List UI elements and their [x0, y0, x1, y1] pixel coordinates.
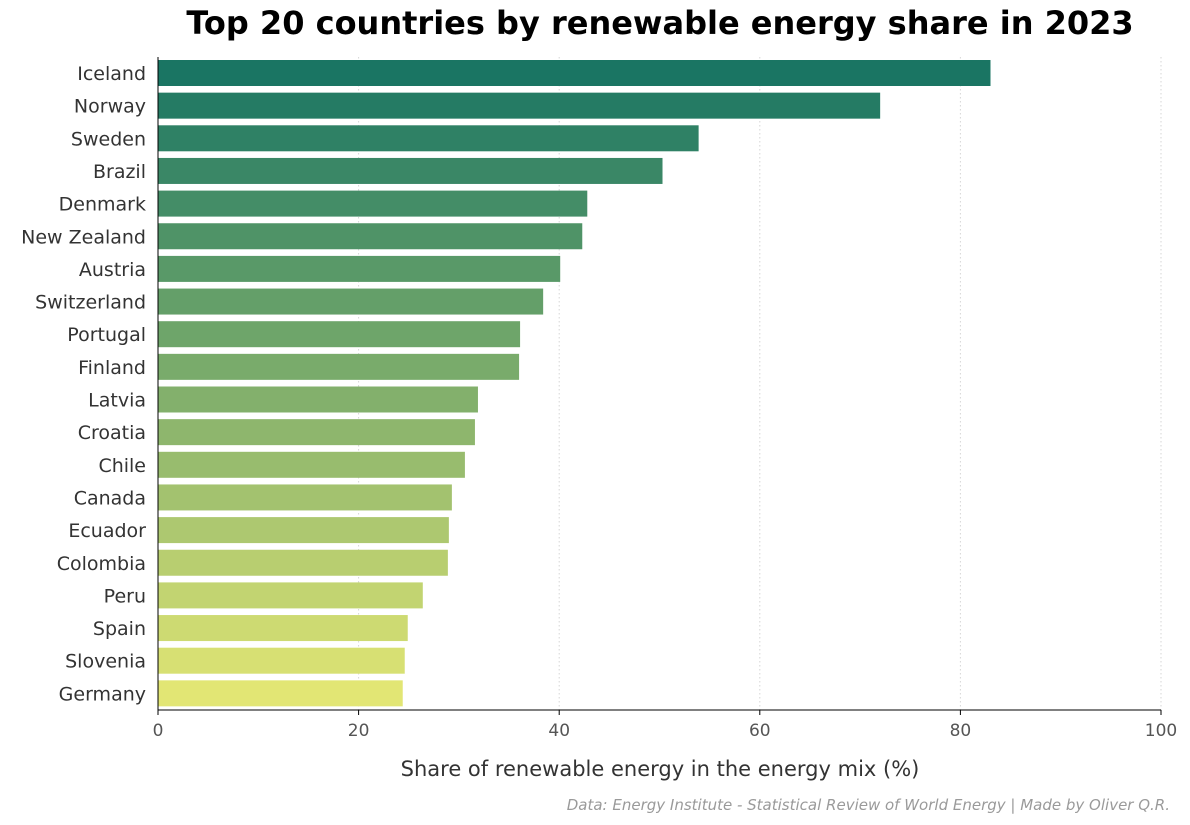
x-tick-labels: 0 20 40 60 80 100 [153, 721, 1178, 741]
bar-portugal [158, 321, 521, 348]
category-label-chile: Chile [98, 455, 146, 477]
category-label-ecuador: Ecuador [68, 520, 146, 542]
category-label-iceland: Iceland [77, 63, 146, 85]
bar-norway [158, 92, 881, 119]
bars [158, 60, 991, 707]
category-label-spain: Spain [93, 618, 146, 640]
category-label-new-zealand: New Zealand [21, 226, 146, 248]
bar-sweden [158, 125, 699, 152]
bar-iceland [158, 60, 991, 86]
bar-austria [158, 255, 561, 282]
x-tick-label-100: 100 [1145, 721, 1177, 741]
category-label-portugal: Portugal [67, 324, 146, 346]
bar-switzerland [158, 288, 544, 315]
bar-peru [158, 582, 423, 609]
bar-ecuador [158, 517, 449, 544]
bar-brazil [158, 157, 663, 184]
bar-latvia [158, 386, 478, 413]
category-label-brazil: Brazil [93, 161, 146, 183]
x-tick-label-80: 80 [950, 721, 972, 741]
bar-germany [158, 680, 403, 707]
category-label-germany: Germany [59, 683, 146, 705]
x-tick-label-0: 0 [153, 721, 164, 741]
bar-finland [158, 353, 520, 380]
bar-chile [158, 451, 465, 478]
bar-canada [158, 484, 452, 511]
x-axis-label: Share of renewable energy in the energy … [401, 757, 920, 781]
category-label-slovenia: Slovenia [65, 651, 146, 673]
bar-colombia [158, 549, 448, 576]
category-label-norway: Norway [74, 96, 146, 118]
axes [157, 57, 1162, 715]
category-label-colombia: Colombia [57, 553, 146, 575]
category-label-peru: Peru [104, 585, 146, 607]
grid-lines [358, 57, 1162, 710]
x-tick-label-40: 40 [548, 721, 570, 741]
category-labels: Iceland Norway Sweden Brazil Denmark New Zeal… [21, 63, 146, 705]
category-label-sweden: Sweden [71, 128, 146, 150]
category-label-denmark: Denmark [59, 194, 146, 216]
chart-title: Top 20 countries by renewable energy sha… [186, 4, 1134, 42]
bar-denmark [158, 190, 588, 217]
x-tick-label-60: 60 [749, 721, 771, 741]
category-label-finland: Finland [78, 357, 146, 379]
bar-slovenia [158, 647, 405, 674]
bar-spain [158, 615, 408, 642]
category-label-croatia: Croatia [78, 422, 146, 444]
category-label-latvia: Latvia [88, 390, 146, 412]
footer-credit: Data: Energy Institute - Statistical Rev… [566, 796, 1170, 814]
category-label-austria: Austria [79, 259, 146, 281]
category-label-switzerland: Switzerland [35, 292, 146, 314]
x-tick-label-20: 20 [348, 721, 370, 741]
bar-croatia [158, 419, 475, 446]
category-label-canada: Canada [74, 487, 146, 509]
bar-new-zealand [158, 223, 583, 250]
